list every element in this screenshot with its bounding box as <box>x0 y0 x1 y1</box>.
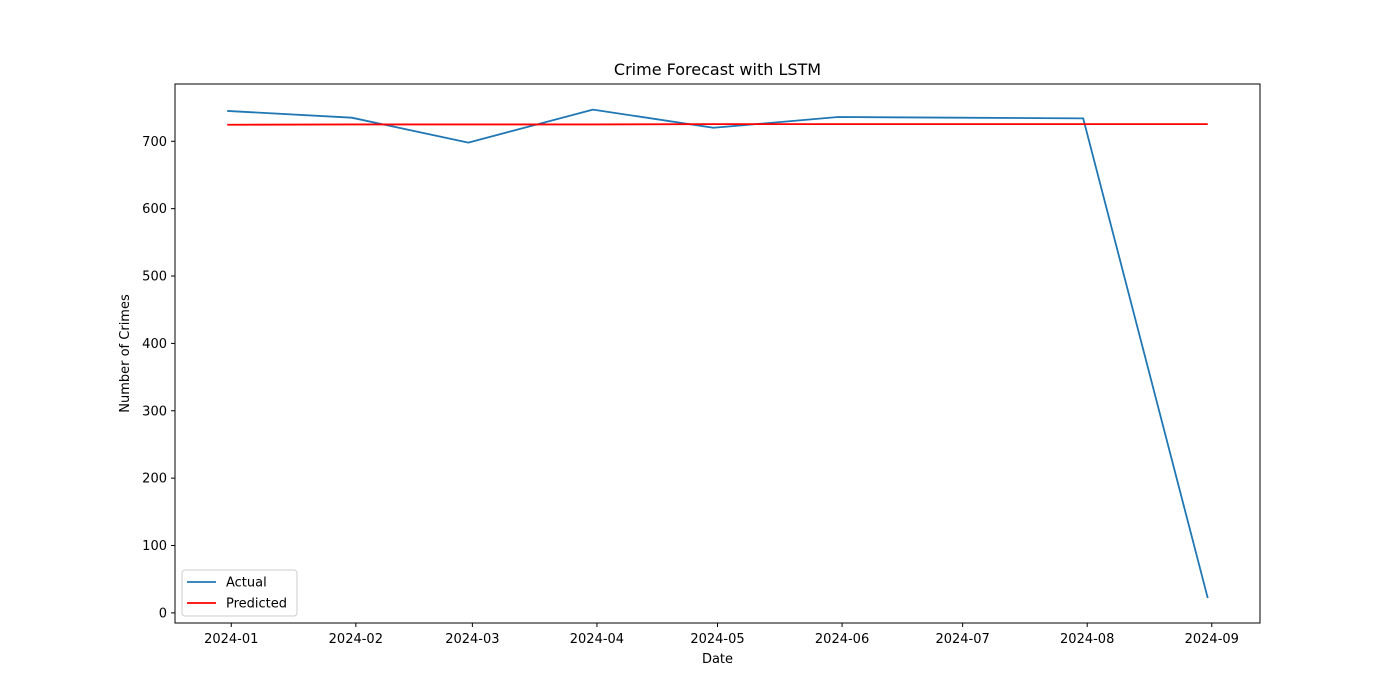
y-tick-label: 200 <box>142 472 167 487</box>
x-tick-label: 2024-01 <box>204 632 258 647</box>
x-tick-label: 2024-04 <box>570 632 624 647</box>
y-tick-label: 0 <box>159 606 167 621</box>
x-tick-label: 2024-02 <box>329 632 383 647</box>
y-tick-label: 700 <box>142 135 167 150</box>
y-axis-label: Number of Crimes <box>118 294 133 413</box>
plot-area <box>227 108 1209 599</box>
y-axis: 0 100 200 300 400 500 600 700 <box>142 135 175 621</box>
plot-frame <box>174 83 1261 624</box>
legend: Actual Predicted <box>181 569 298 617</box>
y-tick-label: 100 <box>142 539 167 554</box>
x-tick-label: 2024-03 <box>445 632 499 647</box>
x-tick-label: 2024-05 <box>690 632 744 647</box>
x-tick-label: 2024-09 <box>1185 632 1239 647</box>
y-tick-label: 500 <box>142 270 167 285</box>
series-line-actual <box>227 108 1209 599</box>
y-tick-label: 300 <box>142 404 167 419</box>
x-tick-label: 2024-06 <box>815 632 869 647</box>
x-axis: 2024-01 2024-02 2024-03 2024-04 2024-05 2024-… <box>204 623 1239 647</box>
x-axis-label: Date <box>702 652 733 667</box>
legend-label-predicted: Predicted <box>226 597 287 612</box>
x-tick-label: 2024-07 <box>935 632 989 647</box>
y-tick-label: 400 <box>142 337 167 352</box>
legend-label-actual: Actual <box>226 576 267 591</box>
y-tick-label: 600 <box>142 202 167 217</box>
series-line-predicted <box>227 123 1208 126</box>
x-tick-label: 2024-08 <box>1060 632 1114 647</box>
chart-title: Crime Forecast with LSTM <box>614 60 821 79</box>
